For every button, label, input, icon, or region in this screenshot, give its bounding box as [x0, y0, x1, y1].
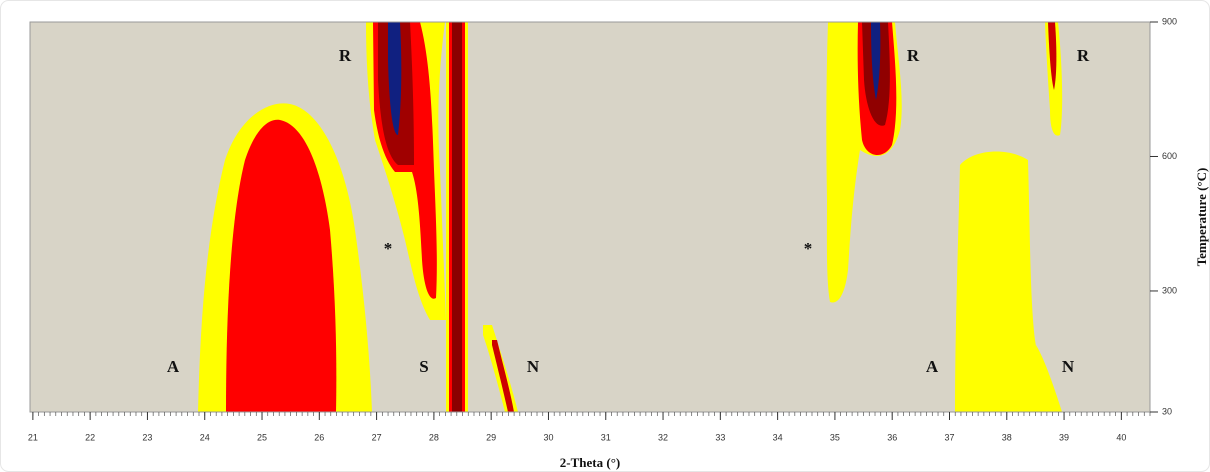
contour-blue [388, 22, 402, 135]
x-tick-label: 33 [715, 432, 725, 442]
contour-red [1048, 22, 1057, 90]
y-tick-label: 600 [1162, 151, 1177, 161]
contour-blue [871, 22, 881, 100]
contour-yellow [955, 151, 1042, 413]
contour-darkred [452, 22, 462, 412]
x-tick-label: 24 [200, 432, 210, 442]
x-axis-label: 2-Theta (°) [560, 455, 620, 470]
x-tick-label: 40 [1116, 432, 1126, 442]
annotation: S [419, 357, 428, 376]
annotation: R [907, 46, 920, 65]
annotation: * [804, 239, 813, 258]
annotation: N [527, 357, 540, 376]
contour-yellow [1036, 345, 1062, 412]
plot-border [29, 21, 1151, 413]
y-tick-label: 30 [1162, 406, 1172, 416]
annotation: A [167, 357, 180, 376]
x-tick-label: 30 [543, 432, 553, 442]
annotation: * [384, 239, 393, 258]
x-tick-label: 39 [1059, 432, 1069, 442]
x-tick-label: 26 [314, 432, 324, 442]
x-tick-label: 28 [429, 432, 439, 442]
x-tick-label: 37 [944, 432, 954, 442]
annotation: R [1077, 46, 1090, 65]
x-tick-label: 23 [142, 432, 152, 442]
x-tick-label: 31 [601, 432, 611, 442]
x-tick-label: 36 [887, 432, 897, 442]
x-tick-label: 29 [486, 432, 496, 442]
annotation: R [339, 46, 352, 65]
y-tick-label: 900 [1162, 16, 1177, 26]
annotation: A [926, 357, 939, 376]
x-tick-label: 27 [372, 432, 382, 442]
x-tick-label: 22 [85, 432, 95, 442]
x-tick-label: 32 [658, 432, 668, 442]
x-tick-label: 25 [257, 432, 267, 442]
contour-red [492, 340, 514, 412]
x-tick-label: 38 [1002, 432, 1012, 442]
x-tick-label: 35 [830, 432, 840, 442]
y-tick-label: 300 [1162, 285, 1177, 295]
x-tick-label: 34 [773, 432, 783, 442]
contour-red [226, 119, 337, 412]
x-tick-label: 21 [28, 432, 38, 442]
plot-area [29, 21, 1151, 413]
y-axis-label: Temperature (°C) [1194, 168, 1209, 267]
annotation: N [1062, 357, 1075, 376]
